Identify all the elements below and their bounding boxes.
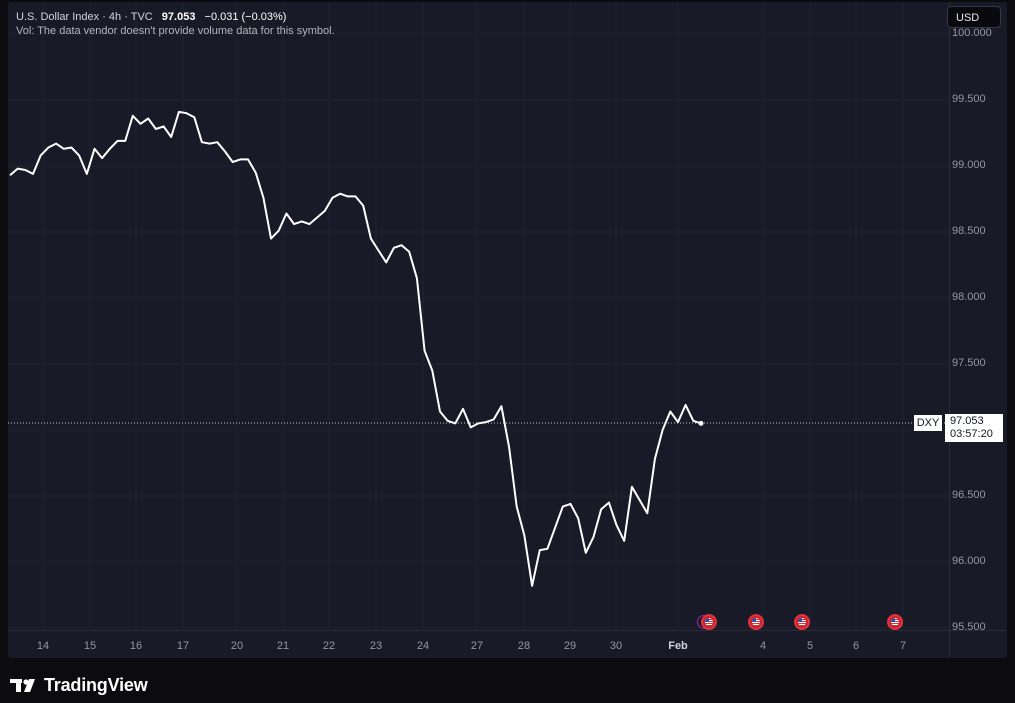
brand-name: TradingView — [44, 674, 148, 695]
time-tick-label: 14 — [36, 640, 50, 652]
time-tick-label: 21 — [276, 640, 290, 652]
price-tick-label: 100.000 — [952, 27, 992, 39]
time-tick-label: 27 — [470, 640, 484, 652]
time-tick-label: 24 — [416, 640, 430, 652]
time-tick-label: 15 — [83, 640, 97, 652]
time-tick-label: 20 — [230, 640, 244, 652]
time-tick-label: 30 — [609, 640, 623, 652]
symbol-title[interactable]: U.S. Dollar Index · 4h · TVC — [16, 11, 153, 23]
bar-countdown: 03:57:20 — [950, 428, 993, 440]
symbol-price-tag: DXY — [914, 415, 942, 431]
price-tick-label: 96.500 — [952, 489, 986, 501]
tradingview-logo-icon — [10, 677, 40, 693]
price-chart[interactable] — [8, 2, 950, 630]
time-tick-label: 23 — [369, 640, 383, 652]
price-tick-label: 95.500 — [952, 621, 986, 633]
chart-legend: U.S. Dollar Index · 4h · TVC 97.053 −0.0… — [16, 10, 335, 38]
time-tick-label: 4 — [759, 640, 767, 652]
price-tick-label: 96.000 — [952, 555, 986, 567]
us-flag-icon[interactable] — [794, 614, 810, 630]
time-tick-label: 29 — [563, 640, 577, 652]
time-tick-label: 17 — [176, 640, 190, 652]
currency-button[interactable]: USD — [947, 6, 1001, 28]
time-tick-label: 7 — [899, 640, 907, 652]
price-series-line — [9, 110, 702, 587]
price-tick-label: 98.000 — [952, 291, 986, 303]
last-point-marker — [698, 420, 704, 426]
time-tick-label: 28 — [517, 640, 531, 652]
us-flag-icon[interactable] — [748, 614, 764, 630]
price-tick-label: 99.000 — [952, 159, 986, 171]
us-flag-icon[interactable] — [701, 614, 717, 630]
price-scale-separator — [949, 2, 950, 658]
time-tick-label: Feb — [668, 640, 688, 652]
price-tick-label: 99.500 — [952, 93, 986, 105]
us-flag-icon[interactable] — [887, 614, 903, 630]
time-tick-label: 5 — [806, 640, 814, 652]
time-tick-label: 22 — [322, 640, 336, 652]
last-price: 97.053 — [161, 11, 196, 23]
price-tick-label: 97.500 — [952, 357, 986, 369]
time-tick-label: 16 — [129, 640, 143, 652]
time-scale-separator — [8, 630, 1007, 631]
volume-note: Vol: The data vendor doesn't provide vol… — [16, 25, 335, 37]
last-price-tag: 97.053 03:57:20 — [945, 414, 1003, 442]
time-tick-label: 6 — [852, 640, 860, 652]
chart-frame: 95.500 96.000 96.500 97.500 98.000 98.500 99.0… — [8, 2, 1007, 658]
price-tick-label: 98.500 — [952, 225, 986, 237]
tradingview-brand[interactable]: TradingView — [10, 675, 148, 695]
price-change: −0.031 (−0.03%) — [204, 11, 287, 23]
plot-area[interactable] — [8, 2, 950, 630]
price-tag-value: 97.053 — [950, 415, 984, 427]
